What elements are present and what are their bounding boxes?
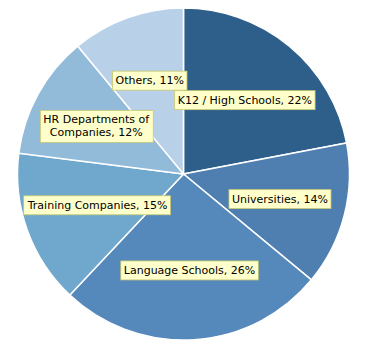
slice-label: K12 / High Schools, 22% (178, 94, 312, 107)
label-group: Training Companies, 15% (24, 196, 171, 215)
slice-label: HR Departments ofCompanies, 12% (43, 113, 150, 139)
label-box (40, 110, 153, 142)
label-box (24, 196, 171, 215)
slice-label-line: Training Companies, 15% (27, 199, 168, 212)
label-group: K12 / High Schools, 22% (175, 91, 315, 110)
label-group: Universities, 14% (229, 190, 331, 209)
slice-label-line: K12 / High Schools, 22% (178, 94, 312, 107)
slice-label-line: Companies, 12% (50, 126, 143, 139)
slices (18, 8, 350, 340)
slice (78, 8, 184, 174)
label-box (229, 190, 331, 209)
slice-label-line: HR Departments of (43, 113, 150, 126)
label-box (175, 91, 315, 110)
slice-label-line: Language Schools, 26% (124, 264, 255, 277)
pie: K12 / High Schools, 22% Universities, 14%… (18, 8, 350, 340)
label-box (113, 71, 187, 90)
slice-label: Training Companies, 15% (27, 199, 168, 212)
slice-label: Language Schools, 26% (124, 264, 255, 277)
slice-label-line: Universities, 14% (232, 193, 328, 206)
label-group: HR Departments ofCompanies, 12% (40, 110, 153, 142)
label-group: Others, 11% (113, 71, 187, 90)
slice-label: Others, 11% (116, 74, 184, 87)
label-group: Language Schools, 26% (121, 261, 258, 280)
slice-label-line: Others, 11% (116, 74, 184, 87)
labels: K12 / High Schools, 22% Universities, 14%… (24, 71, 331, 280)
label-box (121, 261, 258, 280)
chart: K12 / High Schools, 22% Universities, 14%… (0, 0, 367, 348)
slice-label: Universities, 14% (232, 193, 328, 206)
